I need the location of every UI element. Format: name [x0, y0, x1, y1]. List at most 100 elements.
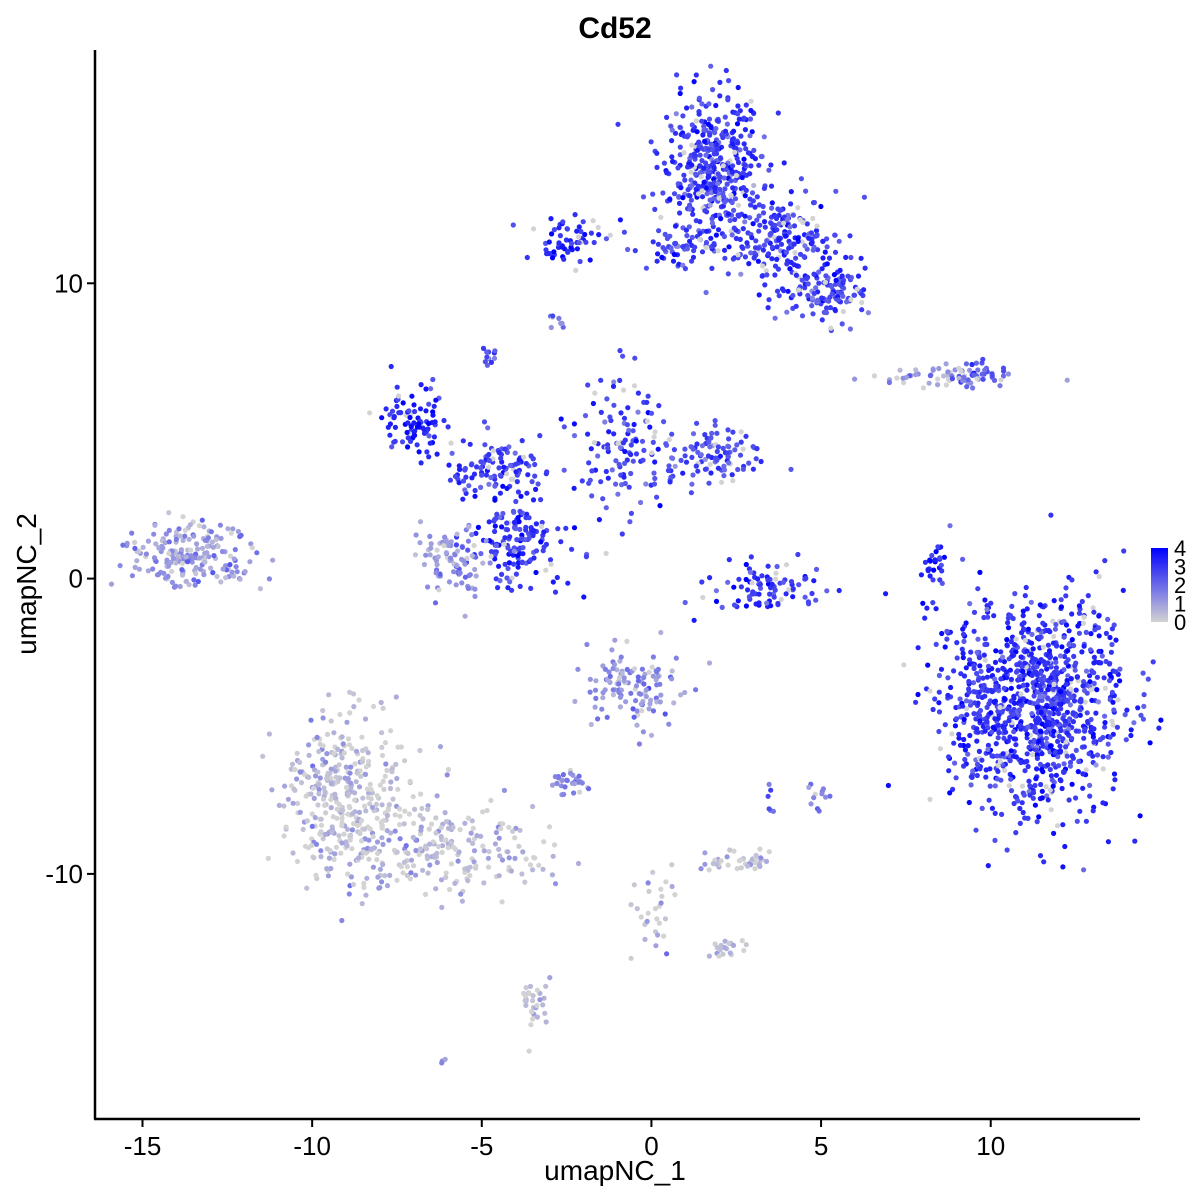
cell-point	[530, 456, 536, 462]
cell-point	[455, 548, 461, 554]
cell-point	[576, 224, 582, 230]
cell-point	[338, 850, 344, 856]
cell-point	[441, 542, 447, 549]
cell-point	[735, 598, 741, 604]
cell-point	[359, 817, 365, 824]
cell-point	[1100, 800, 1106, 806]
cell-point	[409, 393, 415, 399]
cell-point	[318, 848, 324, 854]
cell-point	[1087, 679, 1093, 685]
cell-point	[270, 557, 276, 563]
cell-point	[840, 280, 846, 286]
cell-point	[1096, 633, 1102, 639]
cell-point	[153, 541, 159, 547]
cell-point	[776, 293, 782, 299]
cell-point	[1034, 672, 1040, 678]
cell-point	[761, 134, 767, 140]
cell-point	[571, 433, 578, 439]
cell-point	[633, 451, 640, 457]
cell-point	[584, 641, 590, 648]
cell-point	[1034, 819, 1040, 825]
cell-point	[799, 277, 805, 283]
cell-point	[310, 785, 316, 791]
cell-point	[341, 750, 347, 756]
cell-point	[191, 533, 197, 539]
cell-point	[780, 579, 787, 585]
cell-point	[716, 953, 722, 959]
cell-point	[1024, 751, 1030, 757]
cell-point	[984, 603, 990, 609]
cell-point	[605, 445, 611, 451]
cell-point	[797, 291, 803, 297]
cell-point	[703, 244, 709, 251]
cell-point	[833, 277, 839, 283]
cell-point	[1102, 720, 1108, 726]
cell-point	[485, 425, 491, 431]
cell-point	[811, 795, 817, 801]
cell-point	[652, 906, 659, 912]
cell-point	[936, 700, 942, 706]
cell-point	[713, 141, 720, 148]
cell-point	[580, 219, 586, 225]
cell-point	[1037, 676, 1043, 682]
cell-point	[1050, 783, 1056, 789]
cell-point	[1022, 593, 1028, 599]
cell-point	[1005, 738, 1011, 744]
cell-point	[1010, 711, 1017, 718]
cell-point	[710, 196, 717, 202]
cell-point	[1034, 766, 1040, 772]
cell-point	[681, 150, 687, 156]
cell-point	[569, 546, 575, 552]
cell-point	[524, 490, 530, 496]
cell-point	[613, 458, 619, 464]
cell-point	[1072, 667, 1078, 673]
cell-point	[598, 377, 604, 383]
cell-point	[744, 240, 750, 246]
cell-point	[523, 985, 529, 991]
cell-point	[689, 454, 695, 460]
cell-point	[700, 594, 706, 601]
cell-point	[1048, 675, 1054, 681]
cell-point	[714, 861, 720, 867]
cell-point	[1141, 703, 1147, 710]
cell-point	[630, 458, 636, 464]
cell-point	[689, 104, 695, 110]
cell-point	[634, 708, 640, 714]
cell-point	[306, 774, 312, 780]
cell-point	[855, 273, 862, 279]
cell-point	[530, 993, 536, 999]
cell-point	[426, 433, 432, 439]
cell-point	[1038, 657, 1044, 663]
cell-point	[684, 233, 690, 239]
cell-point	[180, 514, 186, 520]
cell-point	[367, 410, 373, 416]
cell-point	[160, 545, 166, 551]
cell-point	[945, 675, 951, 681]
cell-point	[592, 704, 598, 710]
cell-point	[1036, 634, 1042, 640]
cell-point	[577, 258, 583, 265]
cell-point	[1051, 598, 1057, 604]
cell-point	[344, 719, 350, 725]
cell-point	[995, 667, 1001, 673]
cell-point	[658, 214, 664, 220]
cell-point	[349, 846, 355, 852]
cell-point	[294, 800, 301, 807]
cell-point	[701, 127, 707, 133]
cell-point	[508, 868, 514, 874]
cell-point	[356, 855, 362, 861]
cell-point	[561, 791, 567, 798]
cell-point	[1041, 859, 1047, 865]
cell-point	[689, 258, 695, 264]
cell-point	[769, 256, 775, 262]
cell-point	[575, 234, 582, 240]
cell-point	[462, 465, 468, 472]
cell-point	[1067, 763, 1073, 769]
cell-point	[1022, 815, 1028, 821]
cell-point	[488, 359, 494, 365]
cell-point	[993, 648, 999, 654]
cell-point	[201, 572, 207, 578]
cell-point	[1063, 739, 1069, 745]
cell-point	[486, 519, 492, 525]
cell-point	[420, 816, 426, 822]
